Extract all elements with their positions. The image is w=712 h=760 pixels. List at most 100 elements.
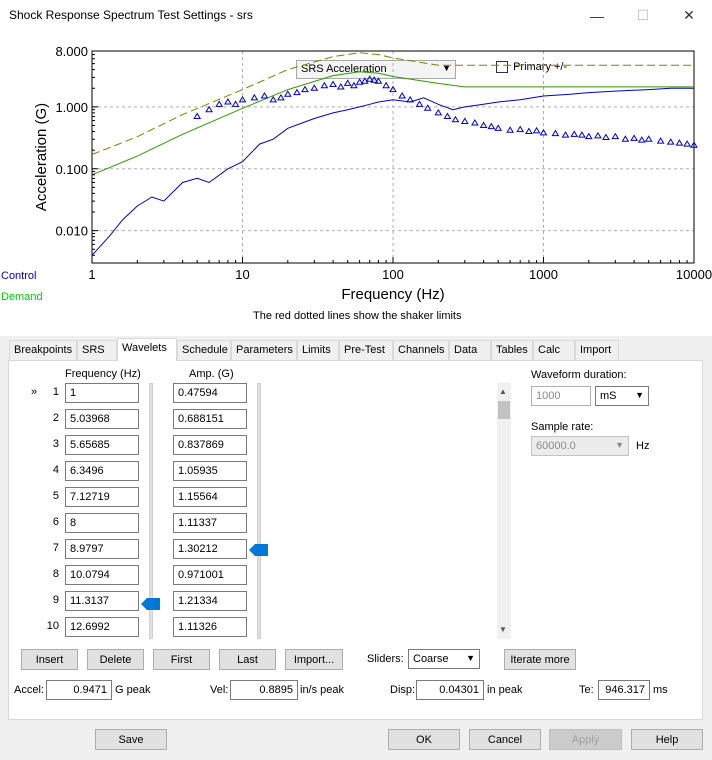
x-axis-label: Frequency (Hz) bbox=[341, 286, 444, 303]
tab-limits[interactable]: Limits bbox=[297, 340, 339, 360]
scroll-up-icon[interactable]: ▲ bbox=[499, 387, 507, 396]
wavelet-point bbox=[231, 100, 240, 107]
row-number: 6 bbox=[52, 516, 59, 528]
y-axis-label: Acceleration (G) bbox=[33, 103, 50, 211]
wavelet-point bbox=[343, 79, 352, 86]
close-button[interactable]: ✕ bbox=[683, 7, 695, 23]
wavelet-point bbox=[584, 132, 593, 140]
tab-parameters[interactable]: Parameters bbox=[231, 340, 297, 360]
wavelet-point bbox=[277, 93, 285, 101]
maximize-button[interactable]: ☐ bbox=[636, 7, 650, 23]
amp-input[interactable]: 1.30212 bbox=[173, 539, 247, 559]
wavelet-point bbox=[602, 133, 610, 141]
wavelet-point bbox=[283, 90, 292, 97]
row-number: 5 bbox=[52, 490, 59, 502]
disp-value: 0.04301 bbox=[416, 680, 484, 700]
wavelet-point bbox=[406, 95, 415, 103]
wavelet-point bbox=[551, 129, 560, 137]
frequency-input[interactable]: 8 bbox=[65, 513, 139, 533]
wavelet-point bbox=[630, 134, 638, 141]
frequency-input[interactable]: 7.12719 bbox=[65, 487, 139, 507]
tab-srs[interactable]: SRS bbox=[77, 340, 117, 360]
insert-button[interactable]: Insert bbox=[21, 649, 78, 670]
current-row-marker: » bbox=[31, 386, 38, 398]
amp-input[interactable]: 0.971001 bbox=[173, 565, 247, 585]
wavelet-point bbox=[329, 80, 337, 87]
row-number: 3 bbox=[52, 438, 59, 450]
amp-input[interactable]: 1.05935 bbox=[173, 461, 247, 481]
frequency-input[interactable]: 5.03968 bbox=[65, 409, 139, 429]
wavelet-point bbox=[238, 95, 247, 103]
wavelet-point bbox=[320, 81, 329, 89]
wavelet-point bbox=[193, 112, 202, 119]
sample-rate-value: 60000.0 bbox=[536, 440, 576, 452]
sliders-select[interactable]: Coarse ▼ bbox=[408, 649, 480, 669]
wavelet-point bbox=[479, 121, 488, 129]
demand-line bbox=[91, 71, 694, 176]
tab-calc[interactable]: Calc bbox=[533, 340, 575, 360]
frequency-input[interactable]: 11.3137 bbox=[65, 591, 139, 611]
frequency-input[interactable]: 8.9797 bbox=[65, 539, 139, 559]
sample-rate-select[interactable]: 60000.0 ▼ bbox=[531, 436, 629, 456]
x-tick-label: 1 bbox=[88, 267, 95, 282]
iterate-more-button[interactable]: Iterate more bbox=[504, 649, 576, 670]
ok-button[interactable]: OK bbox=[388, 729, 460, 750]
amp-input[interactable]: 0.837869 bbox=[173, 435, 247, 455]
wavelet-point bbox=[611, 132, 620, 140]
apply-button[interactable]: Apply bbox=[549, 729, 622, 750]
frequency-slider-thumb[interactable] bbox=[141, 598, 161, 610]
chevron-down-icon: ▼ bbox=[635, 390, 644, 400]
import-button[interactable]: Import... bbox=[285, 649, 343, 670]
amp-input[interactable]: 1.11337 bbox=[173, 513, 247, 533]
vel-label: Vel: bbox=[210, 684, 229, 696]
frequency-slider-track[interactable] bbox=[149, 383, 153, 639]
cancel-button[interactable]: Cancel bbox=[469, 729, 541, 750]
frequency-input[interactable]: 12.6992 bbox=[65, 617, 139, 637]
frequency-input[interactable]: 10.0794 bbox=[65, 565, 139, 585]
tab-pre-test[interactable]: Pre-Test bbox=[339, 340, 393, 360]
delete-button[interactable]: Delete bbox=[87, 649, 144, 670]
waveform-duration-label: Waveform duration: bbox=[531, 369, 627, 381]
wavelet-point bbox=[470, 118, 479, 126]
frequency-input[interactable]: 6.3496 bbox=[65, 461, 139, 481]
save-button[interactable]: Save bbox=[95, 729, 167, 750]
waveform-duration-input[interactable]: 1000 bbox=[531, 386, 591, 406]
amp-input[interactable]: 1.15564 bbox=[173, 487, 247, 507]
tab-data[interactable]: Data bbox=[449, 340, 491, 360]
last-button[interactable]: Last bbox=[219, 649, 276, 670]
amp-input[interactable]: 0.47594 bbox=[173, 383, 247, 403]
te-value: 946.317 bbox=[598, 680, 650, 700]
sample-rate-unit: Hz bbox=[636, 440, 650, 452]
wavelet-point bbox=[205, 105, 213, 113]
minimize-button[interactable]: — bbox=[590, 7, 604, 24]
amp-input[interactable]: 1.11326 bbox=[173, 617, 247, 637]
amp-input[interactable]: 1.21334 bbox=[173, 591, 247, 611]
help-button[interactable]: Help bbox=[631, 729, 703, 750]
amp-slider-track[interactable] bbox=[257, 383, 261, 639]
wavelet-point bbox=[487, 122, 496, 130]
scroll-down-icon[interactable]: ▼ bbox=[499, 625, 507, 634]
tab-breakpoints[interactable]: Breakpoints bbox=[9, 340, 77, 360]
tab-schedule[interactable]: Schedule bbox=[177, 340, 231, 360]
y-tick-label: 0.100 bbox=[55, 162, 88, 177]
primary-checkbox[interactable] bbox=[496, 61, 508, 74]
scroll-thumb[interactable] bbox=[498, 401, 510, 419]
wavelet-point bbox=[516, 125, 525, 133]
rows-scrollbar[interactable]: ▲ ▼ bbox=[497, 383, 511, 639]
primary-checkbox-wrap[interactable]: Primary +/- bbox=[496, 61, 567, 74]
tab-import[interactable]: Import bbox=[575, 340, 619, 360]
x-tick-label: 10 bbox=[235, 267, 249, 282]
vel-value: 0.8895 bbox=[230, 680, 298, 700]
tab-tables[interactable]: Tables bbox=[491, 340, 533, 360]
first-button[interactable]: First bbox=[153, 649, 210, 670]
frequency-input[interactable]: 1 bbox=[65, 383, 139, 403]
tab-channels[interactable]: Channels bbox=[393, 340, 449, 360]
waveform-duration-unit-select[interactable]: mS ▼ bbox=[595, 386, 649, 406]
frequency-input[interactable]: 5.65685 bbox=[65, 435, 139, 455]
wavelet-point bbox=[539, 128, 548, 136]
chart-grid bbox=[92, 51, 694, 263]
tab-wavelets[interactable]: Wavelets bbox=[117, 338, 177, 361]
wavelet-point bbox=[525, 127, 533, 135]
amp-input[interactable]: 0.688151 bbox=[173, 409, 247, 429]
amp-slider-thumb[interactable] bbox=[249, 544, 269, 556]
